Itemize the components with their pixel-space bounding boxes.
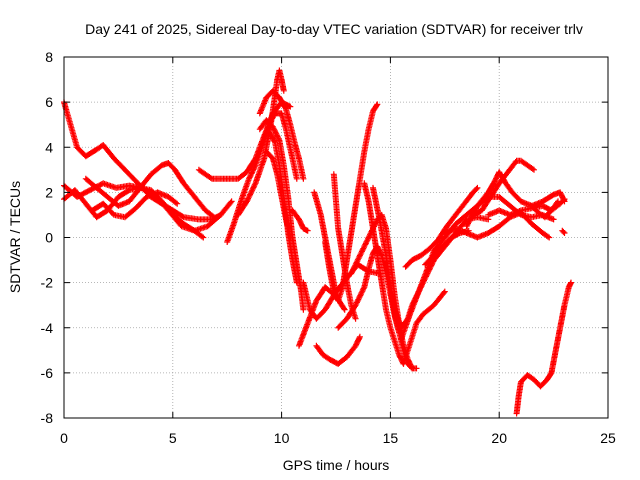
y-tick-label: 8	[45, 49, 53, 65]
x-tick-label: 20	[491, 430, 507, 446]
ticks: 0 5 10 15 20 25 -8 -6 -4 -2 0 2 4 6 8	[41, 49, 616, 446]
series-markers	[256, 87, 307, 182]
series-t22	[361, 180, 448, 367]
series-t12	[263, 148, 294, 241]
x-tick-label: 5	[169, 430, 177, 446]
y-tick-label: -4	[41, 320, 54, 336]
series-t13	[289, 207, 311, 234]
y-tick-label: 2	[45, 184, 53, 200]
y-axis-label: SDTVAR / TECUs	[7, 181, 23, 293]
x-tick-label: 15	[383, 430, 399, 446]
series-markers	[313, 333, 363, 367]
y-tick-label: -6	[41, 365, 54, 381]
series-t26	[402, 184, 481, 270]
data-layer	[61, 67, 574, 417]
x-axis-label: GPS time / hours	[283, 457, 390, 473]
y-tick-label: 4	[45, 139, 53, 155]
x-tick-label: 25	[600, 430, 616, 446]
y-tick-label: 6	[45, 94, 53, 110]
series-t33	[559, 227, 568, 236]
series-t30	[470, 157, 537, 218]
series-markers	[289, 207, 311, 234]
x-tick-label: 10	[274, 430, 290, 446]
y-tick-label: -2	[41, 275, 54, 291]
series-markers	[528, 198, 561, 221]
y-tick-label: -8	[41, 410, 54, 426]
x-tick-label: 0	[60, 430, 68, 446]
y-tick-label: 0	[45, 230, 53, 246]
series-markers	[402, 184, 481, 270]
series-markers	[263, 148, 294, 241]
series-t4	[82, 160, 218, 221]
series-markers	[256, 117, 307, 313]
chart-title: Day 241 of 2025, Sidereal Day-to-day VTE…	[85, 21, 583, 37]
series-t34	[513, 279, 574, 417]
series-t5	[89, 189, 181, 221]
series-markers	[89, 189, 181, 221]
series-t9	[256, 87, 307, 182]
series-t19	[330, 171, 359, 322]
series-t10	[256, 117, 307, 313]
series-t32	[528, 198, 561, 221]
series-markers	[470, 157, 537, 218]
series-markers	[559, 227, 568, 236]
series-markers	[82, 160, 218, 221]
series-markers	[513, 279, 574, 417]
series-markers	[330, 171, 359, 322]
series-t18	[313, 333, 363, 367]
series-markers	[361, 180, 448, 367]
